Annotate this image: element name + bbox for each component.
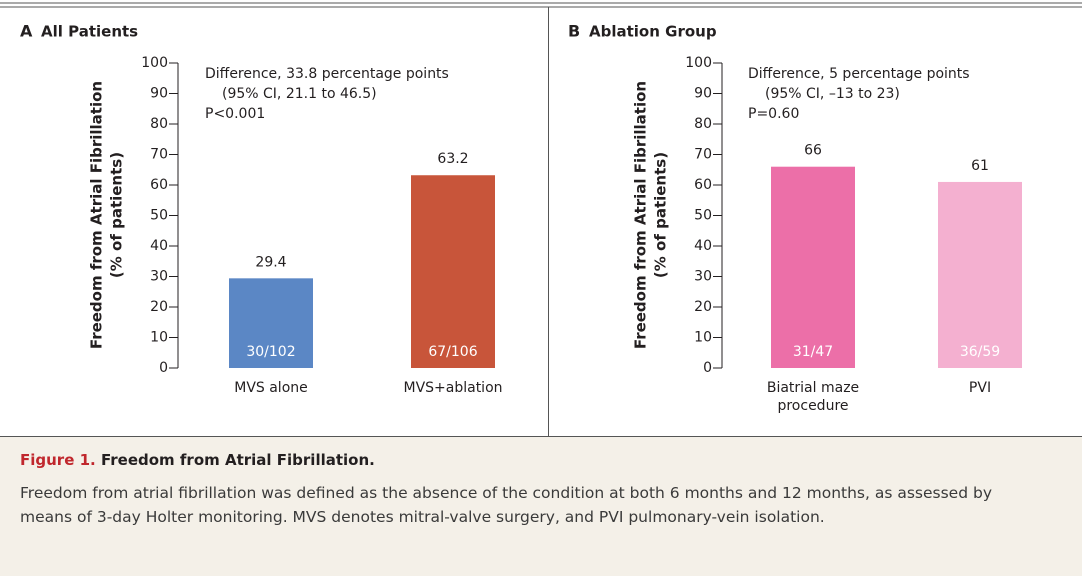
y-tick-label: 10 [694, 330, 712, 346]
value-label: 61 [971, 158, 989, 174]
x-tick-label: Biatrial maze procedure [766, 380, 860, 414]
annotation: P<0.001 [205, 106, 265, 122]
figure-label: Figure 1. [20, 451, 96, 469]
annotation: Difference, 5 percentage points [748, 66, 970, 82]
annotation: P=0.60 [748, 106, 799, 122]
bar [771, 166, 855, 368]
y-tick-label: 70 [694, 147, 712, 163]
y-tick-label: 80 [150, 116, 168, 132]
value-label: 29.4 [255, 254, 286, 270]
y-tick-label: 80 [694, 116, 712, 132]
panel-letter: A [20, 22, 33, 41]
x-tick-label: PVI [968, 380, 992, 396]
y-tick-label: 20 [694, 299, 712, 315]
bar [938, 181, 1022, 368]
y-tick-label: 50 [150, 208, 168, 224]
y-tick-label: 20 [150, 299, 168, 315]
bar-label: 67/106 [428, 344, 477, 360]
y-tick-label: 30 [694, 269, 712, 285]
y-tick-label: 70 [150, 147, 168, 163]
bar-label: 31/47 [793, 344, 833, 360]
x-tick-label: MVS alone [234, 380, 308, 396]
caption-heading: Figure 1. Freedom from Atrial Fibrillati… [20, 451, 375, 469]
y-tick-label: 0 [703, 360, 712, 376]
y-tick-label: 90 [694, 86, 712, 102]
y-tick-label: 10 [150, 330, 168, 346]
chart-title: All Patients [41, 23, 138, 41]
y-tick-label: 100 [685, 55, 712, 71]
bar [411, 175, 495, 368]
annotation: Difference, 33.8 percentage points [205, 66, 449, 82]
panel-letter: B [568, 22, 580, 41]
bar-label: 36/59 [960, 344, 1000, 360]
y-tick-label: 40 [150, 238, 168, 254]
annotation: (95% CI, 21.1 to 46.5) [222, 86, 377, 102]
y-axis-label: Freedom from Atrial Fibrillation [88, 81, 106, 349]
chart-title: Ablation Group [589, 23, 717, 41]
y-tick-label: 30 [150, 269, 168, 285]
caption-box: Figure 1. Freedom from Atrial Fibrillati… [0, 437, 1082, 576]
charts: A All Patients Freedom from Atrial Fibrill… [0, 2, 1082, 437]
annotation: (95% CI, –13 to 23) [765, 86, 900, 102]
y-tick-label: 0 [159, 360, 168, 376]
y-tick-label: 60 [150, 177, 168, 193]
x-tick-label: MVS+ablation [403, 380, 503, 396]
y-tick-label: 50 [694, 208, 712, 224]
value-label: 66 [804, 143, 822, 159]
y-axis-label: (% of patients) [108, 152, 126, 278]
y-axis-label: Freedom from Atrial Fibrillation [632, 81, 650, 349]
y-axis-label: (% of patients) [652, 152, 670, 278]
y-tick-label: 60 [694, 177, 712, 193]
y-tick-label: 100 [141, 55, 168, 71]
value-label: 63.2 [437, 151, 468, 167]
y-tick-label: 40 [694, 238, 712, 254]
bar-label: 30/102 [246, 344, 295, 360]
figure-title: Freedom from Atrial Fibrillation. [100, 451, 375, 469]
bar [229, 278, 313, 368]
y-tick-label: 90 [150, 86, 168, 102]
caption-text: Freedom from atrial fibrillation was def… [20, 484, 992, 526]
